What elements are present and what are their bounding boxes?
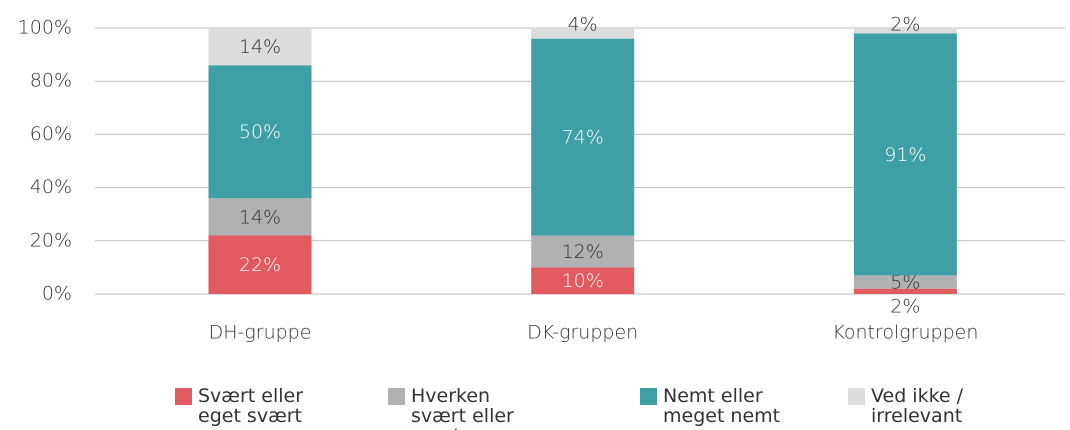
y-tick-label: 80% (30, 70, 72, 92)
legend-swatch (640, 388, 657, 405)
bar-segment (853, 33, 957, 276)
bar-segment (208, 198, 312, 236)
value-label: 2% (890, 296, 920, 318)
bar-segment (531, 28, 635, 39)
y-tick-label: 0% (42, 283, 72, 305)
bar-segment (208, 65, 312, 199)
bar-segment (208, 235, 312, 294)
x-tick-label: DK-gruppen (527, 322, 638, 344)
value-label: 14% (239, 36, 281, 58)
y-tick-label: 100% (18, 17, 72, 39)
legend-label: Hverken svært eller nemt (411, 385, 514, 430)
x-tick-label: Kontrolgruppen (832, 322, 978, 344)
value-label: 5% (890, 272, 920, 294)
value-label: 22% (239, 254, 281, 276)
value-label: 12% (562, 241, 604, 263)
value-label: 2% (890, 14, 920, 36)
legend-swatch (388, 388, 405, 405)
y-tick-label: 20% (30, 229, 72, 251)
legend-label: Ved ikke / irrelevant (871, 385, 964, 427)
chart: 0% 20% 40% 60% 80% 100% DH-gruppe 22% 14% 50% 14% D… (18, 14, 1065, 344)
bar-segment (853, 28, 957, 34)
legend-item: Nemt eller meget nemt (640, 386, 798, 426)
legend-swatch (175, 388, 192, 405)
legend-swatch (848, 388, 865, 405)
x-tick-label: DH-gruppe (209, 322, 312, 344)
value-label: 4% (568, 14, 598, 36)
value-label: 91% (884, 144, 926, 166)
bar-segment (853, 275, 957, 289)
bar-segment (531, 267, 635, 294)
legend-item: Svært eller eget svært (175, 386, 333, 426)
bar-segment (531, 235, 635, 268)
bar-segment (853, 288, 957, 294)
legend-item: Hverken svært eller nemt (388, 386, 546, 430)
bar-segment (208, 28, 312, 66)
y-tick-label: 40% (30, 176, 72, 198)
legend-label: Svært eller eget svært (198, 385, 304, 427)
value-label: 10% (562, 270, 604, 292)
legend-item: Ved ikke / irrelevant (848, 386, 1006, 426)
legend-label: Nemt eller meget nemt (663, 385, 781, 427)
value-label: 74% (562, 127, 604, 149)
bar-segment (531, 38, 635, 236)
y-tick-label: 60% (30, 123, 72, 145)
value-label: 50% (239, 121, 281, 143)
value-label: 14% (239, 206, 281, 228)
